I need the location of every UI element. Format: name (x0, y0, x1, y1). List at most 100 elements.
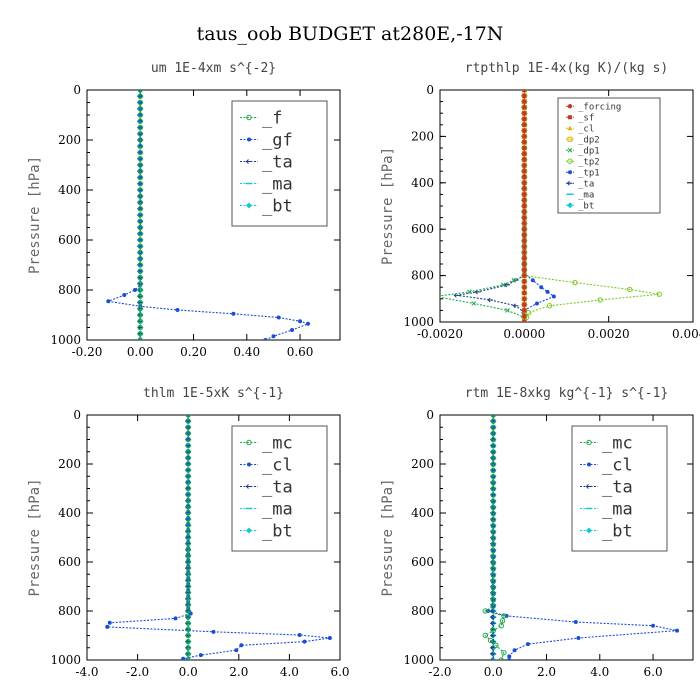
series-point-dp1 (505, 308, 510, 313)
series-point-forcing (522, 122, 527, 128)
series-point-gf (138, 269, 143, 274)
series-point-forcing (522, 145, 527, 151)
series-point-f (137, 268, 143, 274)
series-point-dp1 (467, 289, 472, 295)
series-point-tp1 (545, 289, 550, 294)
series-point-mc (490, 436, 496, 443)
legend-label: _gf (262, 130, 293, 150)
series-point-f (137, 224, 143, 231)
legend-label: _ta (602, 477, 633, 497)
series-point-mc (185, 491, 191, 498)
series-point-gf (138, 94, 143, 99)
series-point-ta (137, 337, 143, 340)
legend-label: _sf (578, 113, 594, 123)
y-tick-label: 0 (73, 408, 81, 422)
legend-label: _ma (578, 190, 594, 200)
series-point-f (137, 131, 143, 137)
series-point-mc (490, 627, 496, 634)
series-point-cl (239, 643, 244, 648)
series-point-forcing (522, 244, 527, 249)
series-point-f (137, 124, 143, 131)
series-point-forcing (522, 273, 527, 278)
series-point-mc (185, 485, 191, 492)
series-point-mc (185, 559, 191, 565)
legend-label: _tp2 (578, 157, 600, 167)
chart-panel-2: rtpthlp 1E-4x(kg K)/(kg s) 0 200 400 600 800 1… (380, 61, 700, 341)
series-point-f (137, 162, 143, 168)
series-point-f (137, 168, 143, 174)
series-point-f (137, 299, 143, 306)
series-point-cl (491, 499, 496, 504)
series-point-mc (490, 449, 496, 455)
series-point-mc (490, 473, 496, 480)
series-point-mc (185, 449, 191, 455)
series-point-cl (327, 635, 332, 640)
series-point-mc (185, 645, 191, 651)
legend: _f_gf_ta_ma_bt (231, 100, 328, 227)
x-tick-label: 0.00 (127, 345, 154, 359)
series-point-gf (138, 125, 143, 130)
series-point-ta (504, 282, 510, 288)
series-point-mc (490, 566, 496, 572)
series-point-gf (138, 244, 143, 249)
series-point-cl (525, 642, 530, 647)
y-tick-label: 200 (58, 457, 81, 471)
y-tick-label: 200 (411, 129, 434, 143)
series-point-f (137, 312, 143, 318)
x-tick-label: -2.0 (428, 665, 451, 679)
series-point-mc (185, 498, 191, 504)
panel-title: um 1E-4xm s^{-2} (151, 61, 276, 76)
series-point-tp2 (597, 297, 603, 303)
legend-marker (587, 462, 591, 467)
series-point-mc (482, 632, 488, 639)
series-point-mc (185, 577, 191, 584)
series-point-tp2 (656, 291, 662, 297)
series-point-forcing (522, 140, 527, 145)
y-tick-label: 600 (58, 555, 81, 569)
series-point-cl (491, 443, 496, 448)
chart-panel-3: thlm 1E-5xK s^{-1} 0 200 400 600 800 1000-4.0 -… (27, 386, 350, 679)
series-point-forcing (522, 174, 527, 180)
series-point-cl (491, 517, 496, 522)
series-point-mc (490, 529, 496, 535)
series-point-mc (490, 510, 496, 517)
series-point-dp1 (511, 277, 517, 283)
series-point-cl (186, 437, 191, 442)
series-point-mc (185, 614, 191, 620)
legend-marker (246, 527, 252, 534)
legend-marker (247, 462, 251, 467)
series-point-ta (490, 657, 496, 660)
series-point-dp1 (471, 301, 477, 306)
legend: _forcing_sf_cl_dp2_dp1_tp2_tp1_ta_ma_bt (557, 97, 661, 214)
series-point-mc (185, 461, 191, 467)
series-point-f (137, 174, 143, 181)
x-tick-label: 0.0 (484, 665, 503, 679)
series-point-ta (490, 633, 496, 638)
legend-marker (586, 527, 592, 534)
y-tick-label: 400 (411, 506, 434, 520)
series-point-mc (185, 479, 191, 486)
x-tick-label: 6.0 (644, 665, 663, 679)
series-point-forcing (522, 203, 527, 209)
series-point-f (137, 293, 143, 299)
series-point-mc (185, 510, 191, 516)
series-point-mc (490, 597, 496, 603)
series-point-mc (490, 424, 496, 431)
series-point-forcing (522, 314, 527, 319)
series-point-mc (490, 523, 496, 529)
y-axis-label: Pressure [hPa] (27, 156, 43, 274)
series-point-forcing (522, 169, 527, 174)
series-point-cl (297, 633, 302, 638)
series-point-gf (138, 213, 143, 217)
legend-marker (245, 484, 252, 489)
series-point-mc (185, 589, 191, 596)
series-point-gf (271, 334, 276, 339)
series-point-mc (185, 608, 191, 614)
x-tick-label: 0.0020 (588, 327, 630, 341)
legend-marker (567, 147, 573, 153)
series-point-f (137, 249, 143, 256)
series-point-cl (186, 443, 191, 448)
series-point-forcing (522, 192, 527, 197)
series-point-forcing (522, 186, 527, 191)
series-point-forcing (522, 308, 527, 313)
